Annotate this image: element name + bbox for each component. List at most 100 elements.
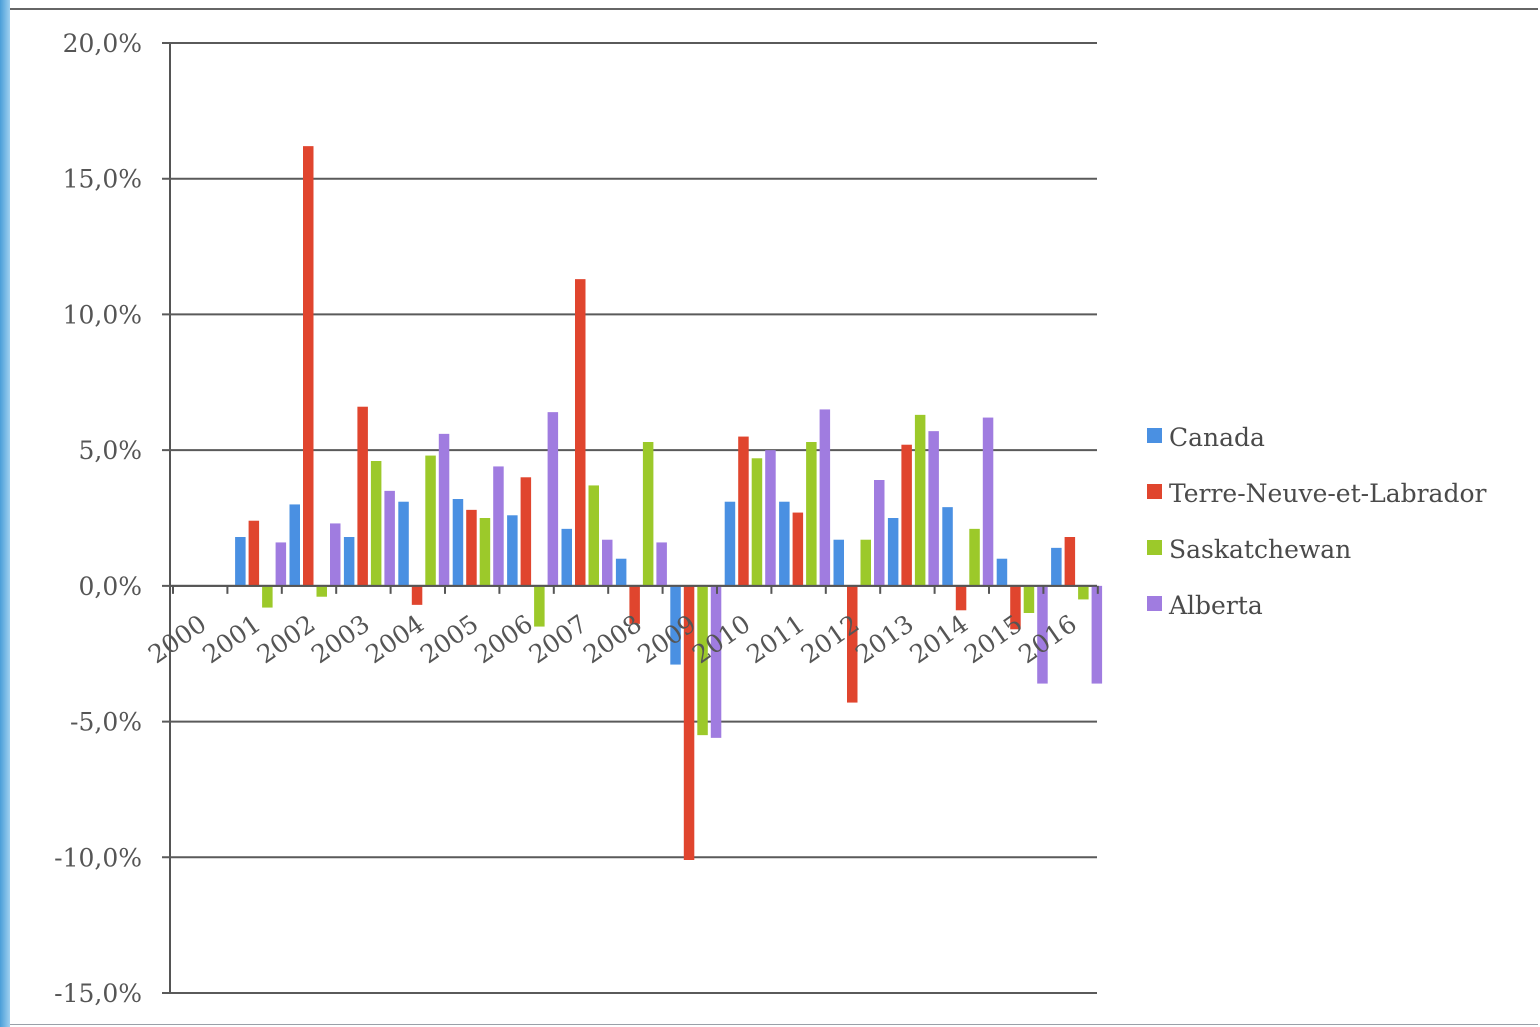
legend: Canada Terre-Neuve-et-Labrador Saskatchewa…: [1147, 423, 1487, 620]
bar: [1091, 585, 1103, 684]
legend-label: Terre-Neuve-et-Labrador: [1169, 479, 1487, 508]
x-category-label: 2014: [904, 609, 973, 669]
bar: [248, 520, 260, 586]
x-category-label: 2001: [197, 609, 266, 669]
x-category-label: 2015: [959, 609, 1028, 669]
bar: [969, 528, 980, 586]
bar: [738, 436, 749, 586]
bar: [942, 507, 953, 586]
bar: [316, 585, 327, 597]
bar: [289, 504, 300, 586]
bar: [262, 585, 273, 608]
x-axis: [170, 584, 1099, 594]
window-edge: [0, 0, 10, 1027]
bar: [602, 539, 613, 586]
legend-swatch: [1147, 596, 1162, 611]
bar: [792, 512, 804, 586]
bar: [330, 523, 341, 586]
x-category-label: 2002: [252, 609, 321, 669]
bar: [384, 490, 395, 586]
bar: [1064, 537, 1076, 586]
bar: [466, 509, 477, 586]
legend-swatch: [1147, 484, 1162, 499]
bar: [874, 480, 885, 586]
legend-label: Saskatchewan: [1169, 535, 1351, 564]
bars: [235, 146, 1103, 860]
bar: [724, 501, 736, 586]
bar: [697, 585, 708, 736]
legend-label: Canada: [1169, 423, 1265, 452]
x-category-label: 2006: [469, 609, 538, 669]
bar: [588, 485, 599, 586]
bar: [507, 515, 518, 586]
bar: [235, 537, 246, 586]
x-category-label: 2004: [360, 609, 429, 669]
category-labels: 2000200120022003200420052006200720082009…: [143, 609, 1082, 669]
x-category-label: 2007: [524, 609, 593, 669]
bar: [561, 528, 572, 586]
y-tick-label: -15,0%: [54, 979, 142, 1008]
bar: [683, 585, 695, 860]
bar: [425, 455, 436, 586]
y-tick-label: 0,0%: [78, 572, 142, 601]
bar: [357, 406, 368, 586]
bar: [452, 499, 464, 586]
x-category-label: 2008: [578, 609, 647, 669]
bar: [860, 539, 871, 586]
bar: [955, 585, 967, 611]
bar: [996, 558, 1008, 586]
bar: [1078, 585, 1089, 600]
legend-swatch: [1147, 540, 1162, 555]
bar: [765, 450, 776, 586]
y-tick-labels: 20,0% 15,0% 10,0% 5,0% 0,0% -5,0% -10,0% -15,0%: [54, 29, 142, 1008]
bar: [370, 461, 382, 586]
x-category-label: 2005: [415, 609, 484, 669]
bar: [275, 542, 287, 586]
bar: [670, 585, 681, 665]
bar: [615, 558, 627, 586]
bar: [629, 585, 640, 624]
x-category-label: 2003: [306, 609, 375, 669]
bar: [751, 458, 763, 586]
bar: [806, 442, 817, 586]
bar: [779, 501, 790, 586]
legend-label: Alberta: [1168, 591, 1263, 620]
bar: [819, 409, 831, 586]
bar: [1010, 585, 1021, 630]
bar: [411, 585, 423, 605]
bar: [847, 585, 858, 703]
bar: [642, 442, 654, 586]
bar: [479, 518, 491, 586]
x-category-label: 2013: [850, 609, 919, 669]
bar: [438, 433, 450, 586]
bar: [1051, 547, 1062, 586]
bar: [833, 539, 844, 586]
y-tick-label: 15,0%: [63, 165, 142, 194]
bar: [914, 414, 926, 586]
bar: [656, 542, 667, 586]
chart-frame: [10, 8, 1538, 1025]
bar: [534, 585, 545, 627]
x-category-label: 2000: [143, 609, 212, 669]
bar: [575, 279, 586, 586]
gridlines: [162, 42, 1097, 994]
y-tick-label: 5,0%: [78, 436, 142, 465]
y-tick-label: 20,0%: [63, 29, 142, 58]
x-category-label: 2011: [741, 609, 810, 669]
bar: [398, 501, 409, 586]
bar: [982, 417, 994, 586]
bar: [901, 444, 912, 586]
bar: [887, 518, 899, 586]
bar: [343, 537, 355, 586]
bar: [547, 412, 559, 586]
bar: [928, 431, 939, 586]
y-tick-label: -5,0%: [70, 708, 142, 737]
bar: [710, 585, 722, 738]
bar: [1037, 585, 1048, 684]
bar: [520, 477, 532, 586]
bar: [493, 466, 504, 586]
bar: [1023, 585, 1035, 613]
legend-swatch: [1147, 428, 1162, 443]
bar: [303, 146, 314, 586]
